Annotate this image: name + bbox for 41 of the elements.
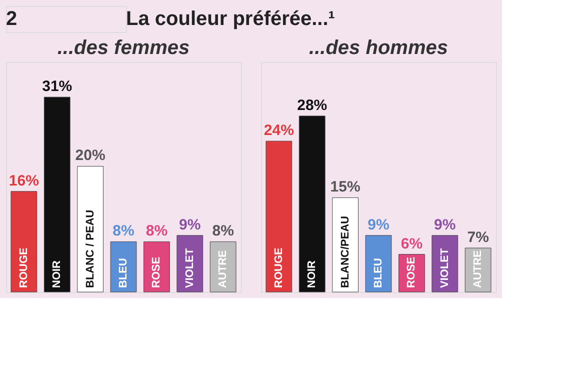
bar [266,140,292,292]
x-tick-label: BLEU [118,258,130,288]
x-tick-label: NOIR [51,260,64,288]
data-label: 8% [146,222,168,240]
bar [77,166,104,292]
bar [176,235,204,292]
x-tick-label: VIOLET [438,248,451,288]
x-tick-label: VIOLET [184,248,196,288]
x-tick-label: BLANC / PEAU [84,210,96,288]
data-label: 28% [297,96,328,114]
x-tick-label: BLANC/PEAU [339,216,352,288]
x-tick-label: NOIR [306,260,318,288]
chart-title: ...des femmes [57,37,190,59]
data-label: 24% [264,122,294,140]
x-tick-label: ROSE [150,256,163,288]
text: 2 [6,8,18,30]
bar [365,235,392,292]
data-label: 15% [330,178,360,196]
x-tick-label: BLEU [372,258,384,288]
data-label: 9% [434,216,456,234]
bar [298,116,326,292]
chart-title: ...des hommes [309,37,448,59]
x-tick-label: ROUGE [272,248,285,288]
x-tick-label: ROUGE [18,248,30,288]
x-tick-label: AUTRE [472,250,484,288]
x-tick-label: AUTRE [217,250,230,288]
data-label: 31% [42,78,72,96]
bar [432,235,458,292]
data-label: 8% [112,222,134,240]
bar [10,191,38,292]
text: La couleur préférée...¹ [126,8,336,30]
data-label: 9% [368,216,390,234]
data-label: 16% [8,172,39,190]
data-label: 7% [467,228,489,246]
x-tick-label: ROSE [406,256,418,288]
data-label: 8% [212,222,234,240]
bar [110,241,137,292]
data-label: 6% [400,235,423,252]
bar [44,96,70,292]
data-label: 20% [75,147,106,164]
data-label: 9% [179,216,201,234]
